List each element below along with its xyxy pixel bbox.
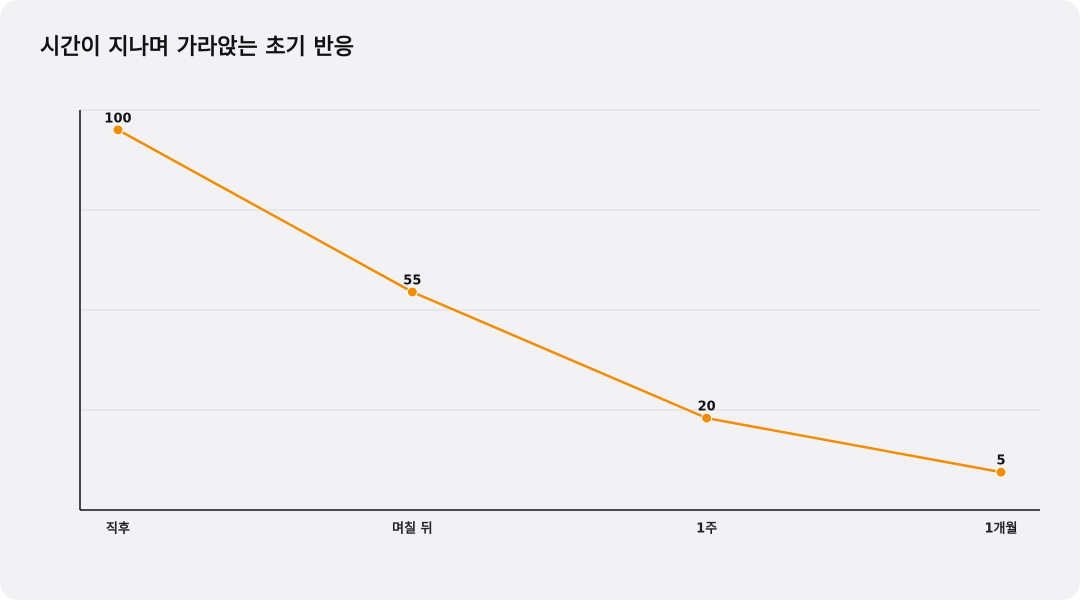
x-tick-label: 직후 bbox=[106, 521, 130, 537]
point bbox=[995, 466, 1007, 478]
point bbox=[701, 412, 713, 424]
point bbox=[112, 124, 124, 136]
point bbox=[406, 286, 418, 298]
x-tick-label: 며칠 뒤 bbox=[392, 521, 432, 537]
chart-title: 시간이 지나며 가라앉는 초기 반응 bbox=[40, 35, 354, 60]
data-label: 100 bbox=[104, 111, 131, 126]
data-label: 55 bbox=[403, 273, 421, 288]
data-label: 5 bbox=[996, 454, 1005, 469]
data-label: 20 bbox=[698, 400, 716, 415]
x-tick-label: 1주 bbox=[696, 522, 717, 537]
line bbox=[117, 128, 1002, 474]
x-tick-label: 1개월 bbox=[985, 521, 1018, 537]
